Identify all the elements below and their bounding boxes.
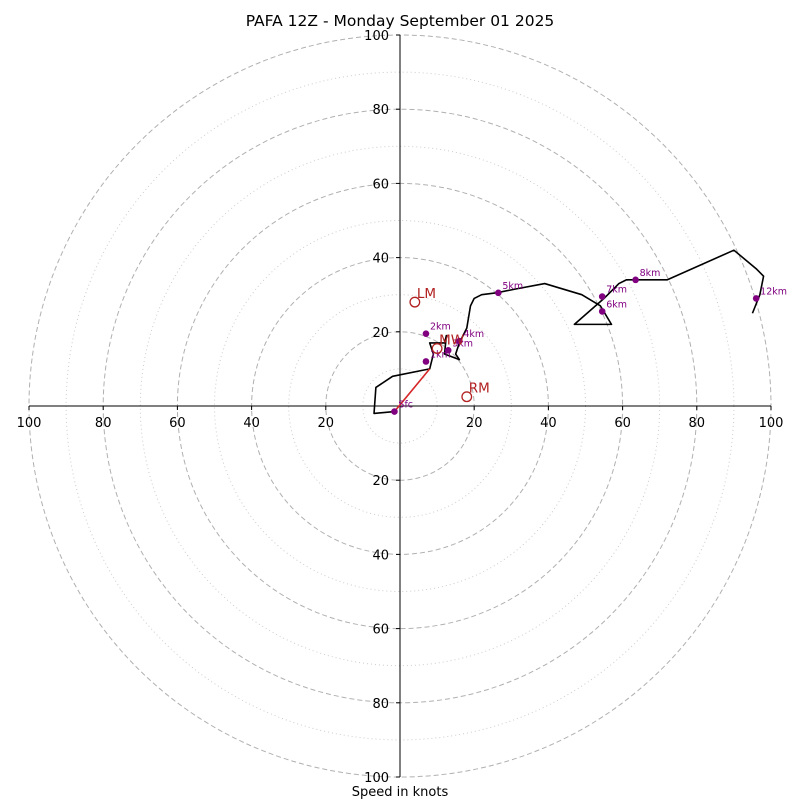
height-marker-label: 3km <box>452 338 473 349</box>
storm-motion-point <box>461 391 473 403</box>
height-marker-label: 1km <box>430 349 451 360</box>
y-tick-label: 20 <box>372 326 389 341</box>
height-marker-point <box>456 337 463 345</box>
y-tick-label: 100 <box>364 29 389 44</box>
height-marker-point <box>598 308 606 315</box>
y-tick-label: 20 <box>372 474 389 489</box>
x-axis-label: Speed in knots <box>352 785 449 800</box>
y-tick-label: 100 <box>364 771 389 786</box>
height-marker-label: 2km <box>430 322 451 333</box>
height-marker-point <box>422 358 430 365</box>
x-tick-label: 80 <box>689 416 706 431</box>
y-tick-label: 40 <box>372 252 389 267</box>
height-marker-label: 5km <box>502 281 523 292</box>
storm-motion-label: RM <box>469 381 490 397</box>
storm-motion-label: MW <box>439 332 464 348</box>
height-marker-point <box>391 408 398 415</box>
height-marker-label: 4km <box>463 329 484 340</box>
height-marker-point <box>444 347 452 354</box>
x-tick-label: 40 <box>243 416 260 431</box>
chart-title: PAFA 12Z - Monday September 01 2025 <box>246 12 555 30</box>
y-tick-label: 60 <box>372 177 389 192</box>
x-tick-label: 20 <box>318 416 335 431</box>
y-tick-label: 40 <box>372 548 389 563</box>
tick-labels: 100 80 60 40 20 20 40 60 80 100 100 80 60 40 20 20 40 60 8… <box>17 29 784 786</box>
height-marker-label: 8km <box>640 268 661 279</box>
surface-to-1km-segment <box>393 368 431 413</box>
height-marker-point <box>632 276 639 284</box>
height-marker-label: 12km <box>760 286 787 297</box>
height-marker-point <box>752 295 760 302</box>
x-tick-label: 80 <box>95 416 112 431</box>
storm-motion-point <box>409 296 421 308</box>
height-marker-point <box>422 330 430 337</box>
y-tick-label: 80 <box>372 103 389 118</box>
height-marker-label: 6km <box>606 299 627 310</box>
height-marker-point <box>495 289 502 297</box>
y-tick-label: 60 <box>372 623 389 638</box>
storm-motion-point <box>431 343 443 354</box>
x-tick-label: 40 <box>540 416 557 431</box>
x-tick-label: 20 <box>466 416 483 431</box>
storm-motion-label: LM <box>417 286 436 302</box>
x-tick-label: 100 <box>759 416 784 431</box>
height-marker-label: 7km <box>606 285 627 296</box>
height-marker-label: Sfc <box>398 400 413 411</box>
x-tick-label: 100 <box>17 416 42 431</box>
x-tick-label: 60 <box>169 416 186 431</box>
y-tick-label: 80 <box>372 697 389 712</box>
height-marker-point <box>598 293 606 300</box>
x-tick-label: 60 <box>614 416 631 431</box>
